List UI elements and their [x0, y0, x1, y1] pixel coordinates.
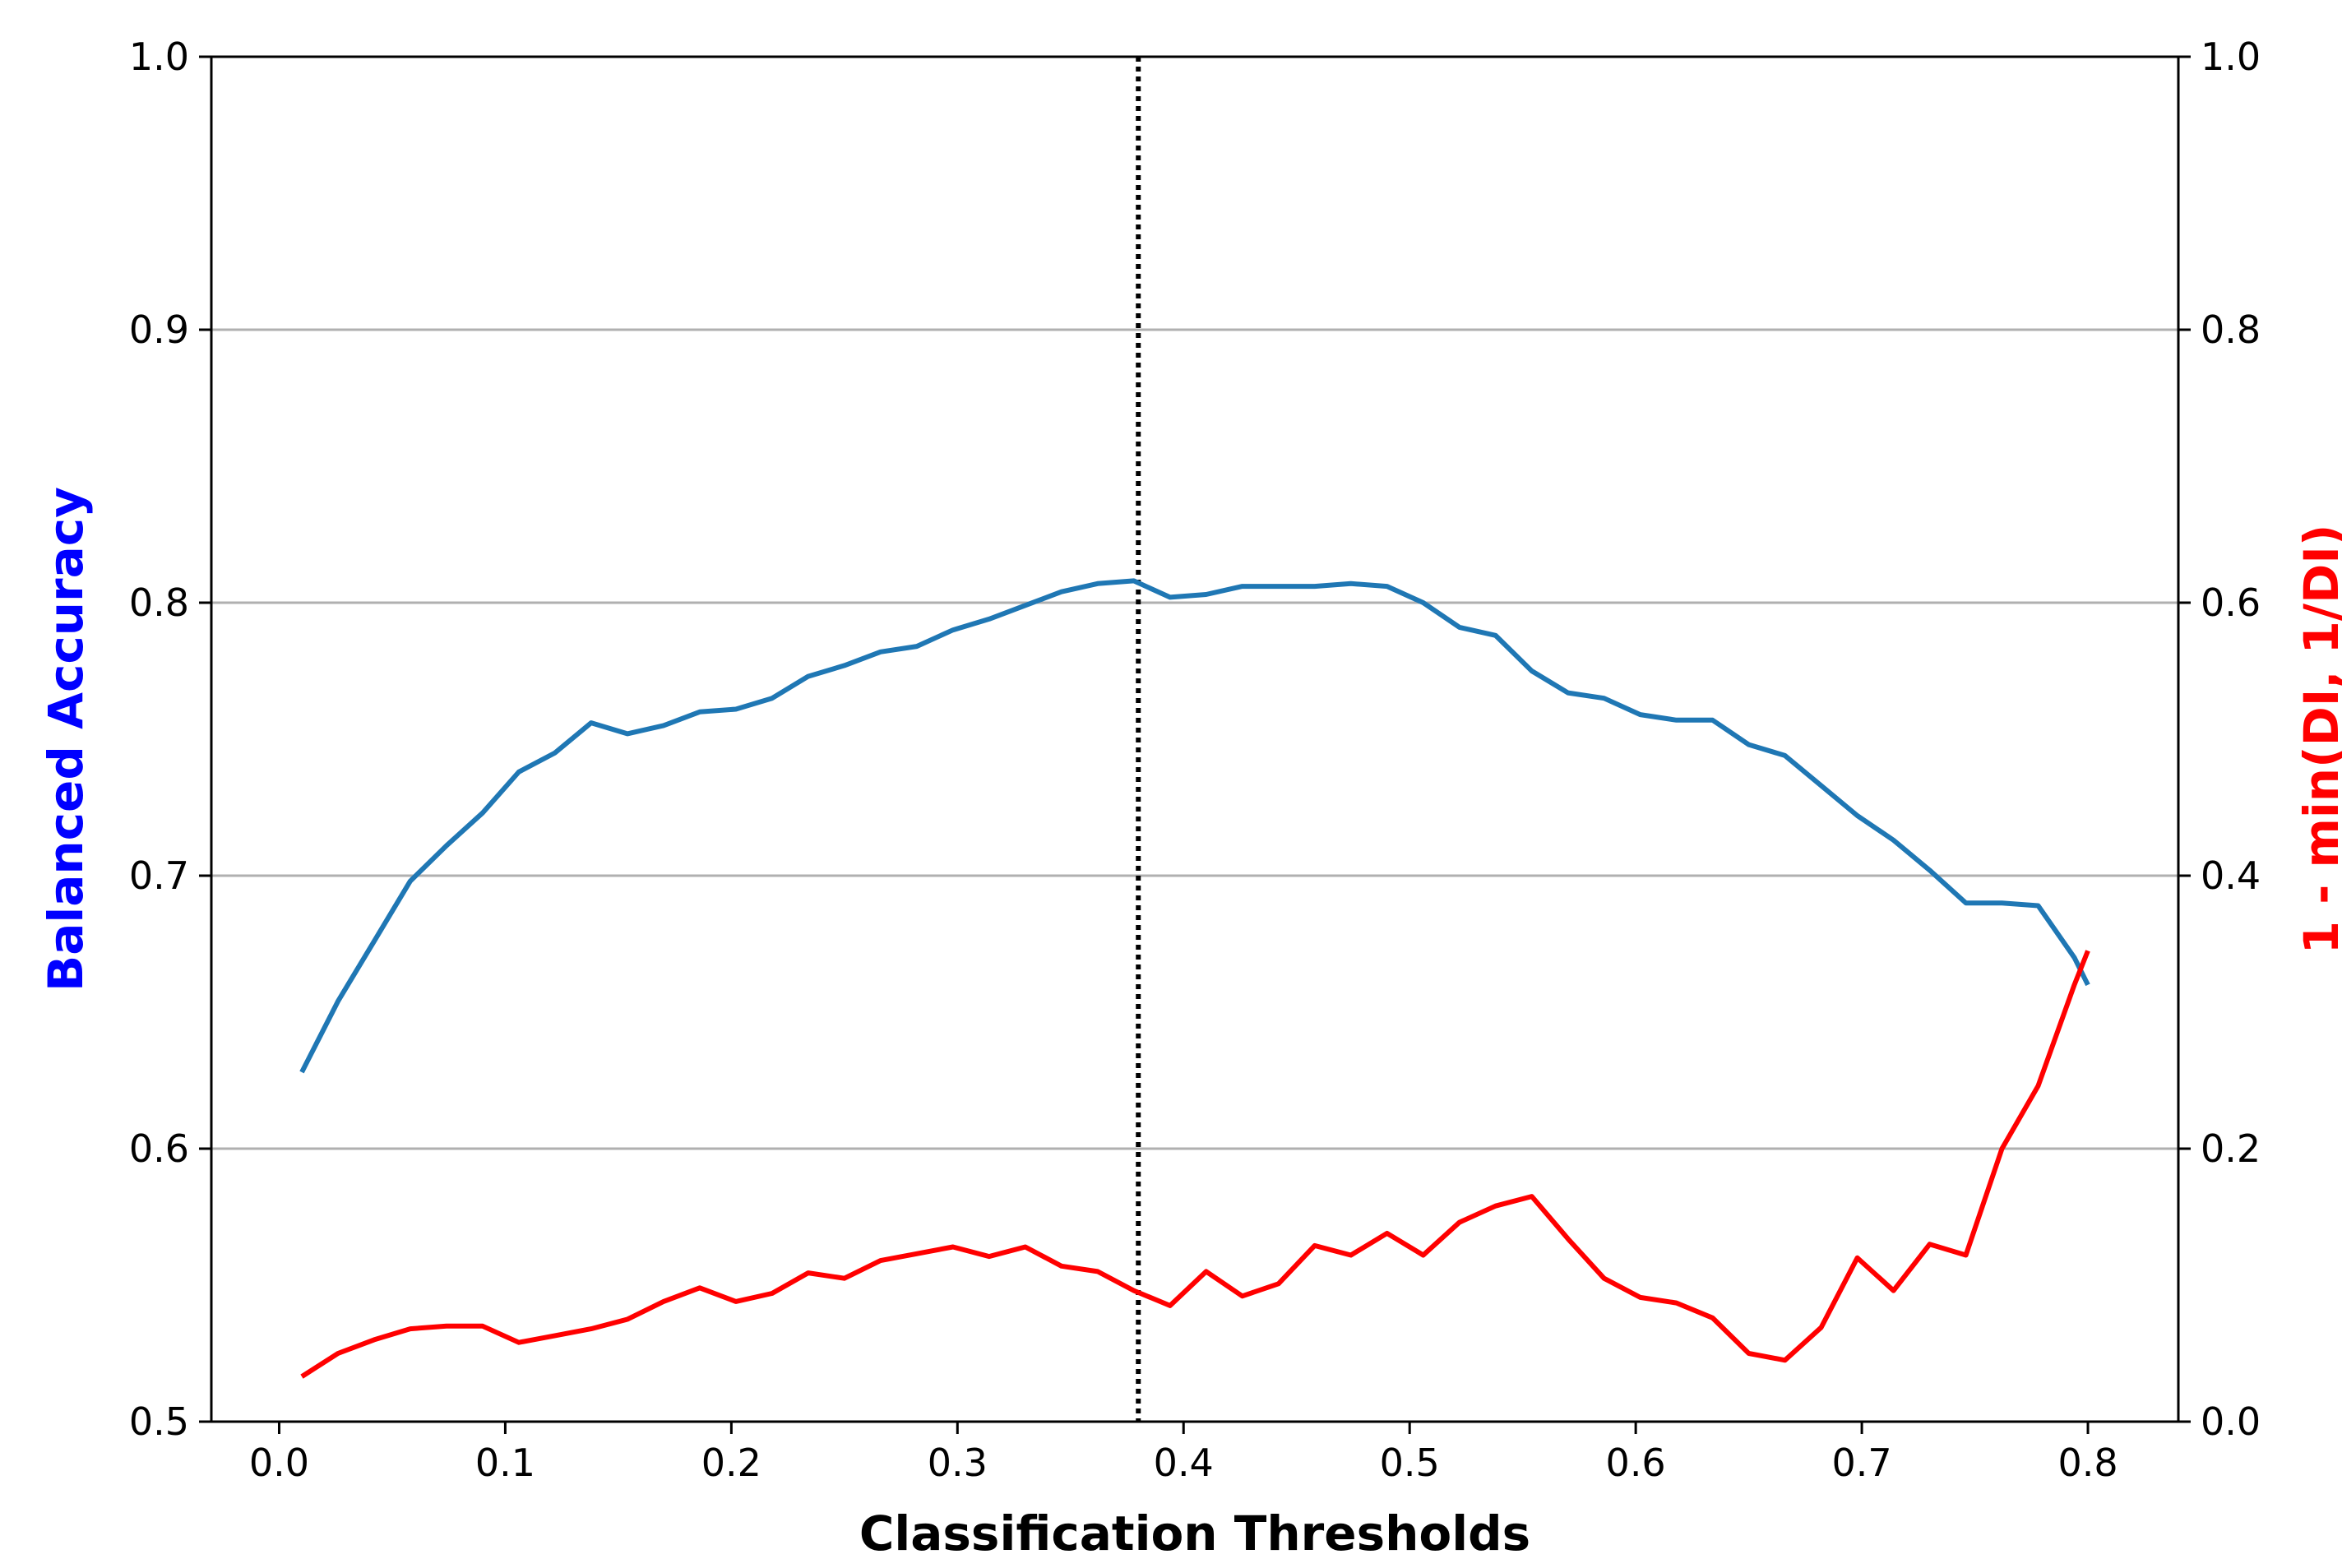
x-axis-label: Classification Thresholds — [859, 1506, 1530, 1561]
x-tick-label-6: 0.6 — [1606, 1441, 1666, 1485]
right-y-tick-label-3: 0.6 — [2201, 580, 2261, 625]
left-y-tick-label-5: 1.0 — [129, 35, 189, 79]
left-y-axis-label: Balanced Accuracy — [38, 487, 94, 992]
x-tick-label-5: 0.5 — [1380, 1441, 1440, 1485]
right-y-tick-label-1: 0.2 — [2201, 1126, 2261, 1171]
x-axis-ticks: 0.0 0.1 0.2 0.3 0.4 0.5 0.6 0.7 0.8 — [249, 1422, 2118, 1485]
x-tick-label-2: 0.2 — [701, 1441, 761, 1485]
right-y-tick-label-0: 0.0 — [2201, 1399, 2261, 1444]
left-y-tick-label-2: 0.7 — [129, 853, 189, 898]
left-y-tick-label-3: 0.8 — [129, 580, 189, 625]
x-tick-label-3: 0.3 — [928, 1441, 988, 1485]
x-tick-label-7: 0.7 — [1832, 1441, 1892, 1485]
x-tick-label-8: 0.8 — [2057, 1441, 2118, 1485]
plot-frame — [210, 55, 2180, 1423]
right-y-axis-ticks: 0.0 0.2 0.4 0.6 0.8 1.0 — [2178, 35, 2261, 1444]
right-y-tick-label-4: 0.8 — [2201, 308, 2261, 352]
left-y-tick-label-0: 0.5 — [129, 1399, 189, 1444]
x-tick-label-1: 0.1 — [475, 1441, 535, 1485]
left-y-tick-label-1: 0.6 — [129, 1126, 189, 1171]
right-y-tick-label-5: 1.0 — [2201, 35, 2261, 79]
right-y-tick-label-2: 0.4 — [2201, 853, 2261, 898]
right-y-axis-label: 1 - min(DI, 1/DI) — [2293, 525, 2342, 955]
x-tick-label-0: 0.0 — [249, 1441, 309, 1485]
left-y-axis-ticks: 0.5 0.6 0.7 0.8 0.9 1.0 — [129, 35, 211, 1444]
series-lines — [299, 578, 2090, 1379]
left-y-tick-label-4: 0.9 — [129, 308, 189, 352]
disparate-impact-line — [300, 950, 2090, 1379]
balanced-accuracy-line — [299, 578, 2090, 1074]
x-tick-label-4: 0.4 — [1154, 1441, 1214, 1485]
